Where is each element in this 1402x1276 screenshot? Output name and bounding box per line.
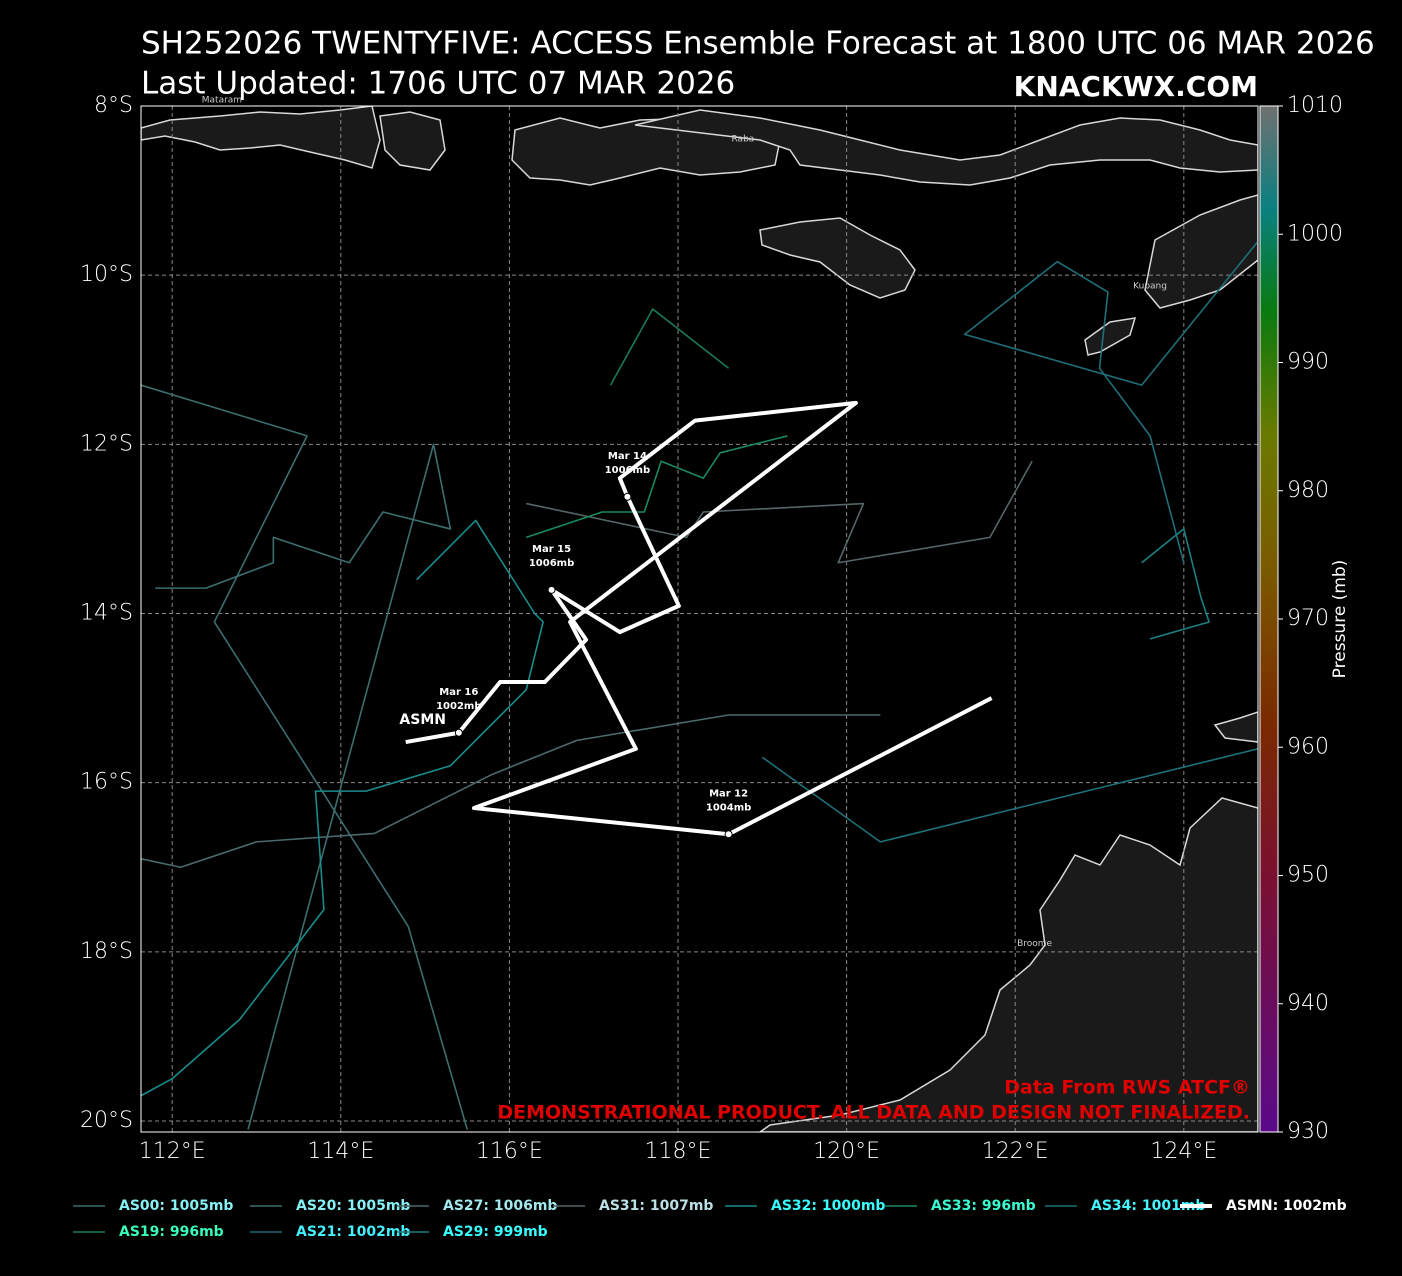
place-label: Broome [1017,939,1052,949]
legend-label: AS19: 996mb [119,1224,224,1240]
x-tick-label: 122°E [982,1139,1049,1164]
legend-label: AS27: 1006mb [443,1198,557,1214]
legend-label: ASMN: 1002mb [1226,1198,1347,1214]
legend-label: AS21: 1002mb [296,1224,410,1240]
track-point [547,585,556,594]
colorbar-tick-label: 980 [1287,478,1329,503]
member-track [141,519,544,1097]
y-tick-label: 10°S [80,262,133,287]
y-tick-label: 14°S [80,601,133,626]
y-tick-label: 20°S [80,1108,133,1133]
y-tick-label: 16°S [80,770,133,795]
coast [141,106,381,169]
x-tick-label: 112°E [139,1139,206,1164]
track-point [724,830,733,839]
coast [1144,194,1258,309]
colorbar-tick-label: 940 [1287,991,1329,1016]
colorbar-tick-label: 970 [1287,606,1329,631]
x-tick-label: 116°E [476,1139,543,1164]
x-tick-label: 120°E [813,1139,880,1164]
y-tick-label: 12°S [80,431,133,456]
colorbar-tick-label: 1000 [1287,221,1343,246]
colorbar [1259,105,1279,1133]
member-track [761,748,1258,843]
track-point [623,492,632,501]
disclaimer: DEMONSTRATIONAL PRODUCT. ALL DATA AND DE… [497,1102,1250,1124]
legend-label: AS32: 1000mb [771,1198,885,1214]
layer: 112°E 114°E 116°E 118°E 120°E 122°E 124°E 8°S 10… [73,93,1350,1240]
colorbar-tick-label: 990 [1287,350,1329,375]
member-track [141,714,881,869]
colorbar-tick-label: 1010 [1287,93,1343,118]
y-tick-label: 8°S [94,93,133,118]
member-track [526,435,788,539]
coast [634,109,1258,186]
annotation-text: Mar 14 [608,451,647,462]
member-track [1141,528,1210,640]
member-track [963,240,1258,563]
member-track [155,443,452,1130]
place-label: Kupang [1133,282,1167,292]
legend-label: AS00: 1005mb [119,1198,233,1214]
annotation-text: 1002mb [436,701,481,712]
land [141,106,1258,1132]
y-tick-label: 18°S [80,939,133,964]
x-tick-label: 114°E [307,1139,374,1164]
annotation-text: 1006mb [605,465,650,476]
title: SH252026 TWENTYFIVE: ACCESS Ensemble For… [141,26,1375,62]
member-track [526,460,1033,564]
place-label: Mataram [202,96,242,106]
track-end-label: ASMN [399,712,446,728]
legend-label: AS33: 996mb [931,1198,1036,1214]
coast [758,797,1258,1132]
coast [759,217,916,299]
track-point [454,728,463,737]
plot-frame [140,105,1259,1133]
subtitle: Last Updated: 1706 UTC 07 MAR 2026 [141,66,735,102]
x-tick-label: 124°E [1150,1139,1217,1164]
colorbar-tick-label: 950 [1287,863,1329,888]
legend-label: AS20: 1005mb [296,1198,410,1214]
colorbar-tick-label: 960 [1287,734,1329,759]
coast [1213,711,1258,743]
legend-label: AS34: 1001mb [1091,1198,1205,1214]
coast [1084,317,1137,356]
annotation-text: Mar 12 [709,788,748,799]
coast [379,111,446,171]
annotation-text: Mar 16 [439,687,478,698]
member-track [141,384,469,1130]
legend-label: AS31: 1007mb [599,1198,713,1214]
annotation-text: 1006mb [529,558,574,569]
legend: AS00: 1005mb AS19: 996mb AS20: 1005mb AS21:… [73,1198,1347,1240]
colorbar-tick-label: 930 [1287,1119,1329,1144]
credit: Data From RWS ATCF® [1004,1077,1250,1099]
annotation-text: Mar 15 [532,544,571,555]
place-label: Raba [732,134,755,144]
grid [141,105,1258,1132]
x-tick-label: 118°E [645,1139,712,1164]
watermark: KNACKWX.COM [1014,70,1258,103]
annotation-text: 1004mb [706,802,751,813]
member-track [609,308,730,386]
legend-label: AS29: 999mb [443,1224,548,1240]
colorbar-label: Pressure (mb) [1330,560,1350,679]
